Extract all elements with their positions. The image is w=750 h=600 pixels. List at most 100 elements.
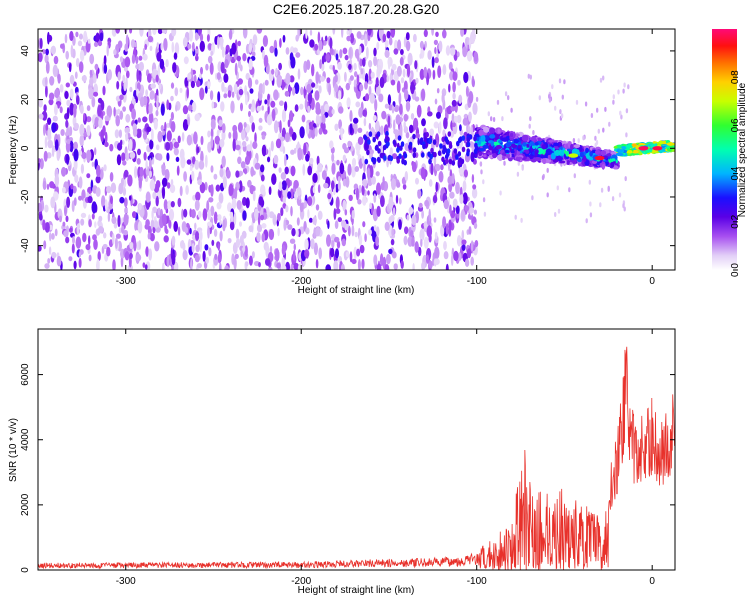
heatmap-cell [468,91,474,104]
heatmap-cell [290,165,296,177]
heatmap-cell [534,149,539,154]
heatmap-cell [128,138,133,152]
heatmap-cell [510,107,513,113]
heatmap-cell [182,105,189,115]
heatmap-cell [189,29,193,42]
heatmap-cell [287,224,293,230]
heatmap-cell [344,54,349,61]
heatmap-cell [287,86,293,92]
heatmap-cell [213,228,218,237]
heatmap-cell [331,153,335,162]
spectrogram-xtick-label: 0 [649,276,655,287]
heatmap-cell [424,40,427,49]
heatmap-cell [78,61,84,73]
heatmap-cell [76,223,81,230]
heatmap-cell [368,131,373,137]
heatmap-cell [669,145,675,150]
heatmap-cell [199,33,204,42]
heatmap-cell [121,225,125,234]
heatmap-cell [237,40,241,47]
heatmap-cell [427,50,432,60]
heatmap-cell [284,166,289,175]
heatmap-cell [410,70,414,80]
heatmap-cell [233,257,237,270]
heatmap-cell [470,240,474,252]
heatmap-cell [149,233,155,242]
heatmap-cell [334,83,339,93]
spectrogram-ytick-label: -40 [20,238,31,253]
heatmap-cell [104,141,109,148]
heatmap-cell [106,185,112,194]
heatmap-cell [407,52,413,66]
heatmap-cell [177,135,181,144]
heatmap-cell [482,197,486,203]
heatmap-cell [278,181,283,192]
heatmap-cell [44,204,49,213]
heatmap-cell [368,68,372,81]
heatmap-cell [240,161,246,169]
heatmap-cell [357,127,363,133]
heatmap-cell [457,151,462,157]
heatmap-cell [440,164,444,171]
heatmap-cell [455,154,459,160]
heatmap-cell [396,147,400,153]
heatmap-cell [563,79,566,85]
heatmap-cell [456,235,462,247]
heatmap-cell [295,52,301,58]
heatmap-cell [621,146,627,150]
heatmap-cell [248,255,253,266]
heatmap-cell [351,157,357,168]
heatmap-cell [415,132,420,139]
heatmap-cell [461,146,466,153]
heatmap-cell [210,118,216,130]
heatmap-cell [240,102,243,112]
heatmap-cell [326,234,331,247]
heatmap-cell [318,74,322,84]
heatmap-cell [627,150,633,154]
heatmap-cell [364,158,369,165]
heatmap-cell [495,145,502,148]
heatmap-cell [207,55,213,64]
heatmap-cell [364,233,367,243]
heatmap-cell [119,196,125,204]
heatmap-cell [599,202,602,208]
heatmap-cell [415,177,419,185]
heatmap-cell [199,182,206,194]
heatmap-cell [143,151,147,161]
heatmap-cell [145,160,148,170]
heatmap-cell [473,209,477,215]
heatmap-cell [458,157,463,163]
heatmap-cell [556,185,559,191]
heatmap-cell [480,135,486,142]
heatmap-cell [186,134,193,146]
heatmap-cell [229,211,233,218]
heatmap-cell [534,142,539,146]
heatmap-cell [139,96,145,108]
heatmap-cell [148,248,153,261]
heatmap-cell [38,113,44,120]
heatmap-cell [290,46,295,54]
heatmap-cell [42,180,47,190]
heatmap-cell [115,115,120,127]
heatmap-cell [204,244,209,251]
heatmap-cell [384,103,389,109]
heatmap-cell [119,94,124,101]
heatmap-cell [452,122,456,128]
heatmap-cell [198,73,202,80]
heatmap-cell [530,142,536,146]
heatmap-cell [38,158,41,164]
heatmap-cell [421,152,425,158]
heatmap-cell [306,83,312,94]
heatmap-cell [425,254,430,264]
heatmap-cell [144,264,148,270]
heatmap-cell [308,217,313,223]
heatmap-cell [72,236,75,245]
heatmap-cell [391,105,395,114]
heatmap-cell [279,38,282,48]
heatmap-cell [170,95,174,102]
heatmap-cell [81,151,87,160]
heatmap-cell [521,134,529,142]
heatmap-cell [155,109,159,117]
heatmap-cell [284,101,288,112]
heatmap-cell [109,172,114,182]
